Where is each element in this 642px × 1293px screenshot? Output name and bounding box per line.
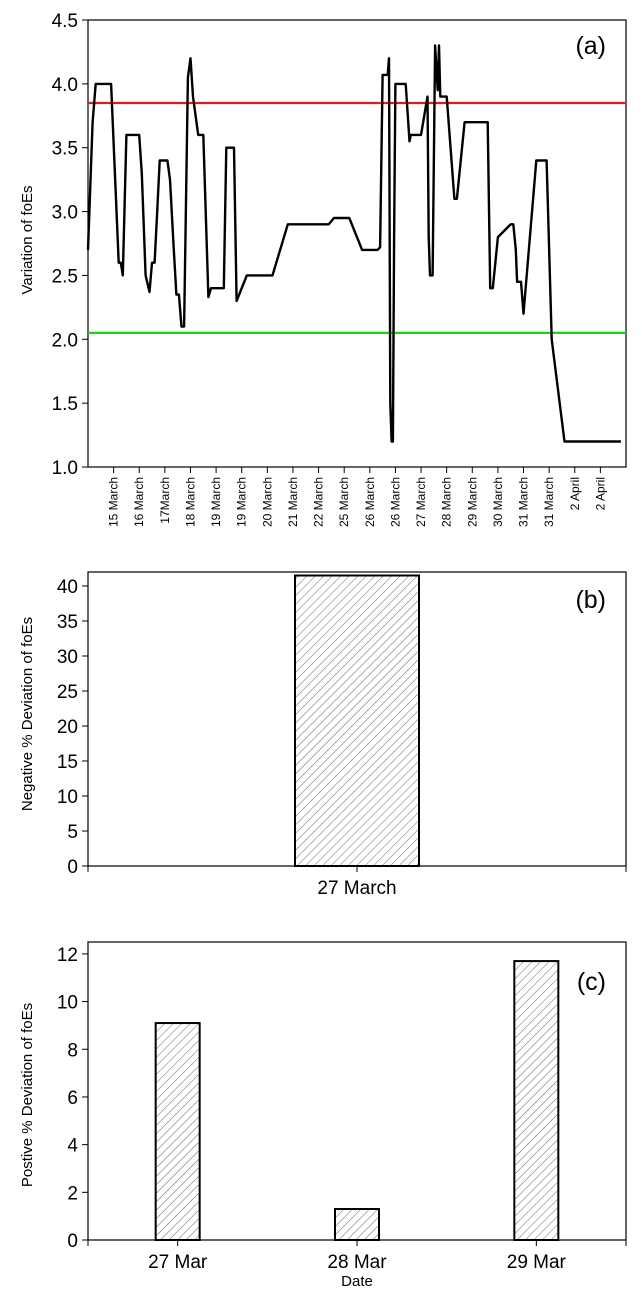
y-tick-label: 2.5 bbox=[52, 266, 78, 287]
y-tick-label: 15 bbox=[57, 752, 78, 773]
y-tick-label: 30 bbox=[57, 647, 78, 668]
y-tick-label: 0 bbox=[67, 857, 78, 878]
panel-a: 1.0 1.5 2.0 2.5 3.0 3.5 4.0 4.5 15 March 16 March… bbox=[19, 11, 627, 527]
x-tick-label: 29 March bbox=[465, 477, 479, 527]
panel-a-label: (a) bbox=[575, 32, 606, 60]
x-tick-label: 20 March bbox=[260, 477, 274, 527]
y-tick-label: 20 bbox=[57, 717, 78, 738]
y-tick-label: 4.0 bbox=[52, 75, 78, 96]
x-tick-label: 2 April bbox=[568, 477, 582, 510]
y-tick-label: 2 bbox=[67, 1183, 78, 1204]
panel-b-label: (b) bbox=[575, 586, 606, 614]
panel-c-label: (c) bbox=[577, 968, 606, 996]
x-tick-label: 16 March bbox=[132, 477, 146, 527]
x-tick-label: 27 March bbox=[414, 477, 428, 527]
panel-b: 0 5 10 15 20 25 30 35 40 27 March (b) Negative % … bbox=[19, 571, 627, 899]
panel-b-axes: 0 5 10 15 20 25 30 35 40 27 March bbox=[57, 574, 627, 899]
x-tick-label: 25 March bbox=[337, 477, 351, 527]
y-tick-label: 6 bbox=[67, 1088, 78, 1109]
bar-28-mar bbox=[334, 1208, 380, 1242]
y-tick-label: 12 bbox=[57, 945, 78, 966]
x-tick-label: 18 March bbox=[183, 477, 197, 527]
x-tick-label: 26 March bbox=[388, 477, 402, 527]
y-tick-label: 4.5 bbox=[52, 11, 78, 32]
y-tick-label: 4 bbox=[67, 1136, 78, 1157]
y-tick-label: 1.0 bbox=[52, 458, 78, 479]
y-tick-label: 3.5 bbox=[52, 139, 78, 160]
panel-a-y-axis-label: Variation of foEs bbox=[19, 186, 36, 295]
x-tick-label: 19 March bbox=[235, 477, 249, 527]
x-tick-label: 19 March bbox=[209, 477, 223, 527]
y-tick-label: 25 bbox=[57, 682, 78, 703]
x-tick-label: 30 March bbox=[491, 477, 505, 527]
x-tick-label: 22 March bbox=[312, 477, 326, 527]
y-tick-label: 35 bbox=[57, 612, 78, 633]
x-tick-label: 17March bbox=[158, 477, 172, 524]
y-tick-label: 10 bbox=[57, 787, 78, 808]
x-tick-label: 28 Mar bbox=[327, 1252, 387, 1273]
x-tick-label: 27 March bbox=[317, 878, 396, 899]
panel-b-y-axis-label: Negative % Deviation of foEs bbox=[19, 617, 36, 811]
bar-27-mar bbox=[154, 1022, 201, 1242]
x-tick-label: 15 March bbox=[107, 477, 121, 527]
panel-c-y-axis-label: Postive % Deviation of foEs bbox=[19, 1003, 36, 1187]
y-tick-label: 10 bbox=[57, 993, 78, 1014]
x-tick-label: 29 Mar bbox=[507, 1252, 567, 1273]
panel-c-axes: 0 2 4 6 8 10 12 27 Mar 28 Mar 29 Mar bbox=[57, 945, 627, 1273]
y-tick-label: 3.0 bbox=[52, 203, 78, 224]
panel-a-axes: 1.0 1.5 2.0 2.5 3.0 3.5 4.0 4.5 15 March 16 March… bbox=[52, 11, 608, 527]
panel-c: 0 2 4 6 8 10 12 27 Mar 28 Mar 29 Mar (c) Postive … bbox=[19, 941, 627, 1290]
y-tick-label: 5 bbox=[67, 822, 78, 843]
y-tick-label: 0 bbox=[67, 1231, 78, 1252]
y-tick-label: 8 bbox=[67, 1040, 78, 1061]
x-tick-label: 2 April bbox=[593, 477, 607, 510]
x-tick-label: 21 March bbox=[286, 477, 300, 527]
x-tick-label: 27 Mar bbox=[148, 1252, 208, 1273]
y-tick-label: 2.0 bbox=[52, 330, 78, 351]
x-tick-label: 28 March bbox=[440, 477, 454, 527]
bar-29-mar bbox=[513, 960, 560, 1242]
panel-a-frame bbox=[87, 19, 627, 468]
x-tick-label: 31 March bbox=[517, 477, 531, 527]
x-tick-label: 31 March bbox=[542, 477, 556, 527]
foes-series-line bbox=[86, 44, 621, 443]
panel-c-x-axis-label: Date bbox=[341, 1273, 373, 1290]
y-tick-label: 1.5 bbox=[52, 394, 78, 415]
bar-27-march bbox=[294, 574, 420, 867]
x-tick-label: 26 March bbox=[363, 477, 377, 527]
y-tick-label: 40 bbox=[57, 577, 78, 598]
